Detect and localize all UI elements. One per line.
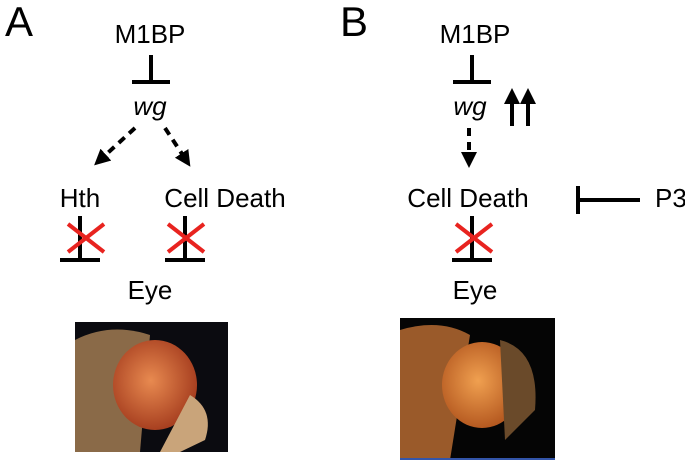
upregulation-arrows — [504, 88, 536, 126]
target: wg — [453, 91, 487, 121]
inhibit-bar — [453, 55, 491, 84]
inhibitor: P35 — [655, 183, 685, 213]
arrow — [94, 126, 137, 166]
arrow — [163, 126, 191, 167]
outcome: Eye — [128, 275, 173, 305]
target: wg — [133, 91, 167, 121]
effect: Cell Death — [164, 183, 285, 213]
regulator: M1BP — [440, 19, 511, 49]
inhibit-bar — [132, 55, 170, 84]
cross — [166, 222, 206, 254]
panel-label: A — [5, 0, 33, 45]
inhibit-bar — [576, 186, 640, 214]
fly-photo — [400, 318, 555, 460]
fly-photo — [75, 322, 228, 452]
cross — [66, 222, 106, 254]
regulator: M1BP — [115, 19, 186, 49]
effect: Cell Death — [407, 183, 528, 213]
cross — [454, 222, 494, 254]
outcome: Eye — [453, 275, 498, 305]
panel-label: B — [340, 0, 368, 45]
effect: Hth — [60, 183, 100, 213]
inhibit-bar — [60, 216, 100, 262]
